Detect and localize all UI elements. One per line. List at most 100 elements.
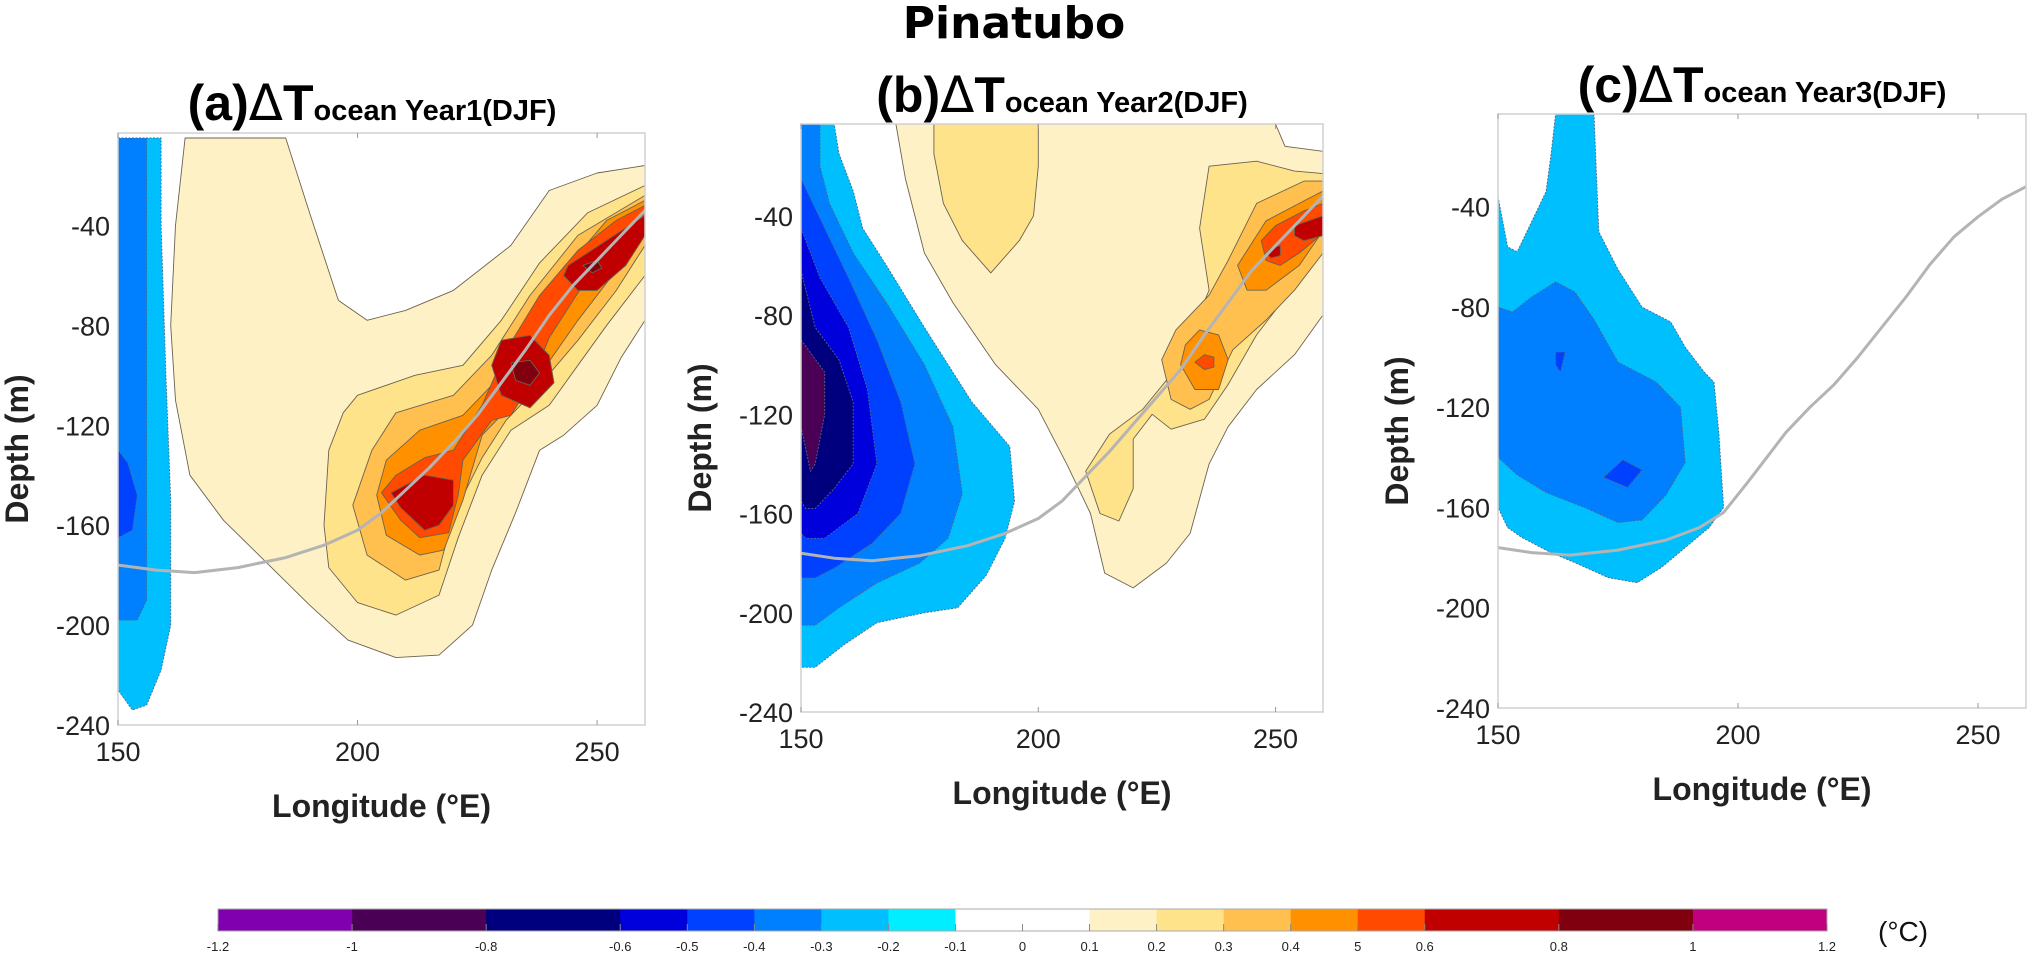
colorbar-tick-label: 0.4: [1282, 939, 1300, 954]
colorbar-bin: [620, 909, 688, 931]
contour-region-c-3: [1603, 459, 1643, 488]
colorbar-bin: [1089, 909, 1158, 931]
x-tick-label: 250: [1955, 720, 2000, 750]
colorbar-tick-label: -1.2: [207, 939, 229, 954]
colorbar-tick-label: 0.3: [1215, 939, 1233, 954]
colorbar-bin: [486, 909, 621, 931]
x-tick-label: 200: [1715, 720, 1760, 750]
y-tick-label: -200: [56, 611, 110, 641]
panel-b: 150 200 250 -40 -80 -120 -160 -200 -240 Longitude…: [682, 66, 1324, 811]
x-tick-label: 150: [778, 724, 823, 754]
colorbar-bin: [218, 909, 353, 931]
colorbar-tick-label: 0.8: [1550, 939, 1568, 954]
contour-region-b-5: [801, 339, 826, 472]
colorbar: -1.2 -1 -0.8 -0.6 -0.5 -0.4 -0.3 -0.2 -0.1 0 0.1 0.…: [207, 908, 1928, 954]
panel-title-c: (c)ΔTocean Year3(DJF): [1578, 56, 1947, 114]
colorbar-bin: [1558, 909, 1694, 931]
y-tick-label: -80: [1451, 293, 1490, 323]
contour-region-b-14: [1294, 215, 1323, 242]
colorbar-bin: [888, 909, 956, 931]
colorbar-tick-label: -0.6: [609, 939, 631, 954]
y-tick-label: -240: [1436, 694, 1490, 724]
contour-region-a-11: [510, 359, 541, 386]
colorbar-tick-label: -0.5: [676, 939, 698, 954]
contour-region-a-1: [118, 137, 148, 621]
panel-a: 150 200 250 -40 -80 -120 -160 -200 -240 Longitude…: [0, 74, 646, 824]
thermocline-group: [118, 209, 645, 575]
contour-region-b-7: [933, 124, 1039, 274]
colorbar-tick-label: 1: [1689, 939, 1696, 954]
y-axis-label: Depth (m): [682, 363, 718, 512]
y-tick-label: -120: [739, 400, 793, 430]
y-axis-label: Depth (m): [1379, 356, 1415, 505]
figure-title: Pinatubo: [902, 0, 1126, 49]
x-tick-label: 150: [95, 737, 140, 767]
colorbar-bin: [1022, 909, 1091, 931]
panel-subtitle: ocean Year3(DJF): [1704, 77, 1947, 109]
colorbar-bin: [687, 909, 755, 931]
y-tick-label: -120: [56, 411, 110, 441]
colorbar-bin: [1223, 909, 1292, 931]
panel-title-b: (b)ΔTocean Year2(DJF): [876, 66, 1247, 124]
panel-label: (b): [876, 67, 940, 123]
colorbar-tick-label: 0.6: [1416, 939, 1434, 954]
colorbar-unit-label: (°C): [1878, 916, 1928, 947]
x-tick-label: 150: [1475, 720, 1520, 750]
y-tick-label: -200: [739, 599, 793, 629]
colorbar-bin: [1424, 909, 1560, 931]
contour-region-b-13: [1194, 354, 1215, 371]
plot-frame: [800, 123, 1324, 713]
colorbar-bin: [754, 909, 822, 931]
y-tick-label: -80: [71, 311, 110, 341]
plot-frame: [117, 132, 646, 726]
colorbar-bin: [1357, 909, 1426, 931]
y-axis-label: Depth (m): [0, 374, 35, 523]
thermocline-line-b: [801, 194, 1323, 563]
panel-label: (c): [1578, 57, 1639, 113]
colorbar-bin: [1692, 909, 1828, 931]
x-axis-label: Longitude (°E): [953, 775, 1172, 811]
colorbar-tick-label: -0.2: [877, 939, 899, 954]
y-tick-label: -40: [71, 211, 110, 241]
delta-symbol: Δ: [1639, 56, 1673, 114]
colorbar-bin: [821, 909, 889, 931]
contour-region-c-1: [1498, 281, 1686, 523]
contour-fills: [1498, 114, 1725, 584]
x-axis-label: Longitude (°E): [1653, 771, 1872, 807]
variable-symbol: T: [974, 67, 1005, 123]
x-tick-label: 250: [575, 737, 620, 767]
colorbar-tick-label: 1.2: [1818, 939, 1836, 954]
y-tick-label: -160: [1436, 493, 1490, 523]
thermocline-group: [801, 194, 1323, 563]
delta-symbol: Δ: [249, 74, 283, 132]
y-tick-label: -160: [739, 500, 793, 530]
panel-title-a: (a)ΔTocean Year1(DJF): [188, 74, 557, 132]
colorbar-tick-label: 0: [1019, 939, 1026, 954]
variable-symbol: T: [1673, 57, 1704, 113]
colorbar-tick-label: 0.2: [1148, 939, 1166, 954]
y-tick-label: -40: [754, 202, 793, 232]
y-tick-label: -240: [56, 711, 110, 741]
thermocline-group: [1498, 185, 2026, 557]
y-tick-label: -240: [739, 698, 793, 728]
colorbar-tick-label: 0.1: [1081, 939, 1099, 954]
plot-frame: [1497, 113, 2027, 709]
colorbar-bin: [955, 909, 1023, 931]
contour-region-b-15: [1265, 245, 1281, 259]
colorbar-tick-label: -0.3: [810, 939, 832, 954]
colorbar-tick-label: -0.4: [743, 939, 765, 954]
x-tick-label: 250: [1253, 724, 1298, 754]
panel-label: (a): [188, 75, 249, 131]
colorbar-tick-label: -0.8: [475, 939, 497, 954]
thermocline-line-c: [1498, 185, 2026, 557]
panel-subtitle: ocean Year2(DJF): [1005, 87, 1248, 119]
colorbar-bin: [1290, 909, 1359, 931]
colorbar-bin: [352, 909, 487, 931]
contour-fills: [118, 137, 645, 711]
colorbar-bin: [1156, 909, 1225, 931]
variable-symbol: T: [283, 75, 314, 131]
colorbar-tick-label: -1: [346, 939, 358, 954]
x-tick-label: 200: [335, 737, 380, 767]
colorbar-tick-label: 5: [1354, 939, 1361, 954]
